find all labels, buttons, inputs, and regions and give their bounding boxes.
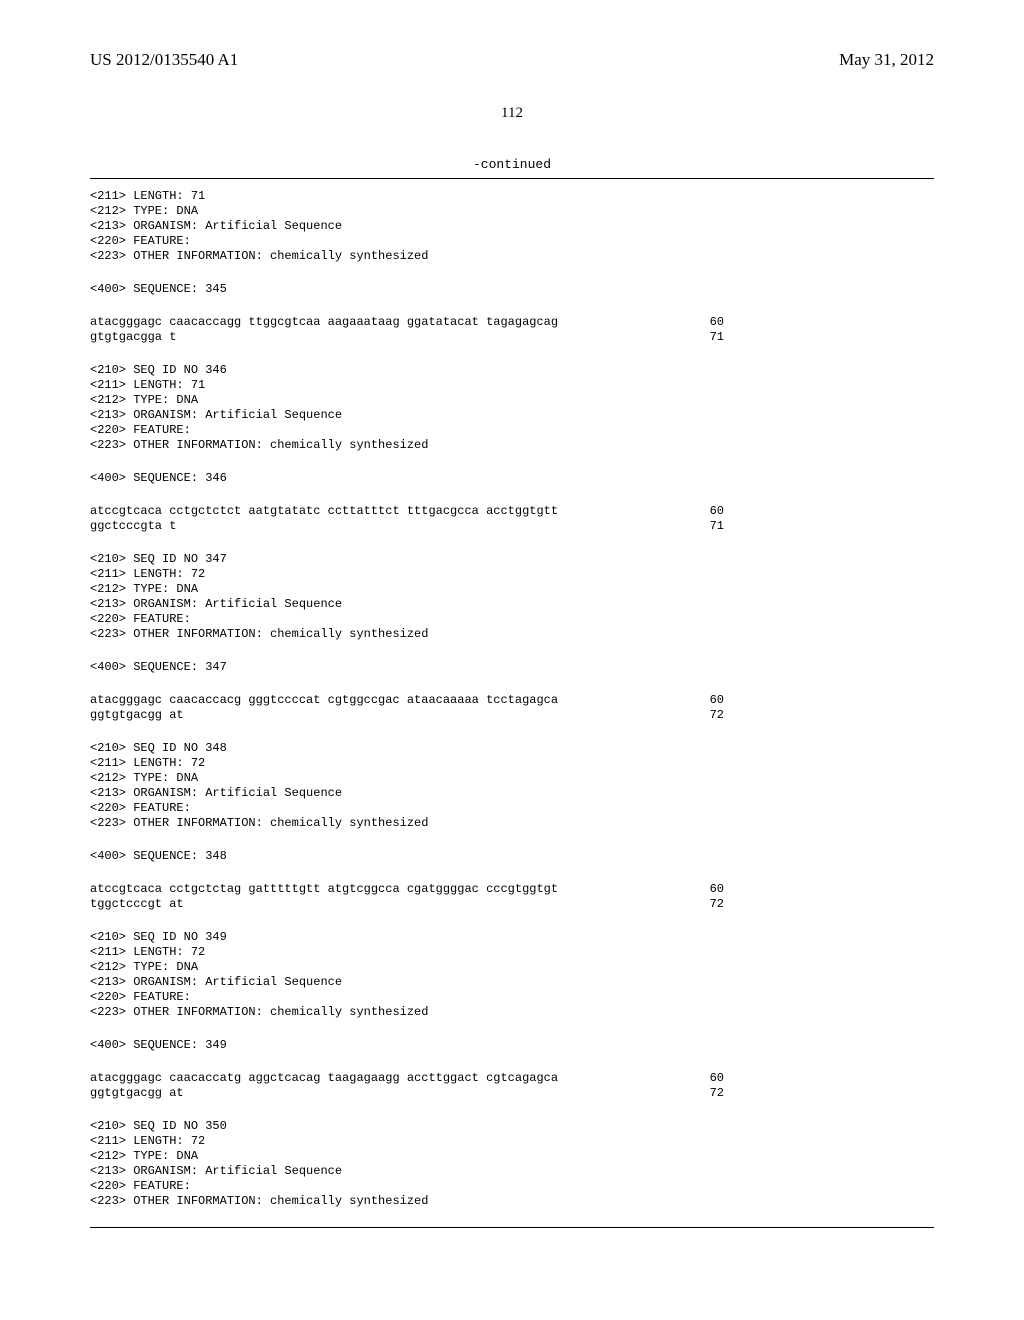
sequence-block: atacgggagc caacaccacg gggtccccat cgtggcc… [90, 693, 934, 723]
metadata-line: <212> TYPE: DNA [90, 204, 934, 219]
sequence-block: atacgggagc caacaccagg ttggcgtcaa aagaaat… [90, 315, 934, 345]
metadata-line: <223> OTHER INFORMATION: chemically synt… [90, 816, 934, 831]
metadata-line: <223> OTHER INFORMATION: chemically synt… [90, 438, 934, 453]
metadata-line: <211> LENGTH: 72 [90, 945, 934, 960]
sequence-line: atacgggagc caacaccatg aggctcacag taagaga… [90, 1071, 934, 1086]
metadata-line: <400> SEQUENCE: 349 [90, 1038, 934, 1053]
continued-label: -continued [90, 157, 934, 172]
sequence-text: ggtgtgacgg at [90, 1086, 184, 1101]
metadata-line: <210> SEQ ID NO 349 [90, 930, 934, 945]
sequence-position: 71 [684, 519, 934, 534]
sequence-text: atacgggagc caacaccacg gggtccccat cgtggcc… [90, 693, 558, 708]
sequence-line: atacgggagc caacaccacg gggtccccat cgtggcc… [90, 693, 934, 708]
sequence-position: 72 [684, 1086, 934, 1101]
metadata-line: <211> LENGTH: 71 [90, 378, 934, 393]
metadata-line: <210> SEQ ID NO 347 [90, 552, 934, 567]
sequence-block: atccgtcaca cctgctctct aatgtatatc ccttatt… [90, 504, 934, 534]
metadata-block: <210> SEQ ID NO 346<211> LENGTH: 71<212>… [90, 363, 934, 453]
metadata-line: <400> SEQUENCE: 345 [90, 282, 934, 297]
metadata-line: <210> SEQ ID NO 346 [90, 363, 934, 378]
sequence-text: atccgtcaca cctgctctag gatttttgtt atgtcgg… [90, 882, 558, 897]
metadata-line: <213> ORGANISM: Artificial Sequence [90, 597, 934, 612]
sequence-line: atccgtcaca cctgctctag gatttttgtt atgtcgg… [90, 882, 934, 897]
sequence-text: ggtgtgacgg at [90, 708, 184, 723]
metadata-line: <220> FEATURE: [90, 1179, 934, 1194]
metadata-line: <210> SEQ ID NO 350 [90, 1119, 934, 1134]
metadata-line: <212> TYPE: DNA [90, 1149, 934, 1164]
metadata-line: <223> OTHER INFORMATION: chemically synt… [90, 249, 934, 264]
sequence-line: atccgtcaca cctgctctct aatgtatatc ccttatt… [90, 504, 934, 519]
metadata-line: <223> OTHER INFORMATION: chemically synt… [90, 627, 934, 642]
sequence-listing: <211> LENGTH: 71<212> TYPE: DNA<213> ORG… [90, 189, 934, 1209]
page-header: US 2012/0135540 A1 May 31, 2012 [90, 50, 934, 70]
metadata-block: <400> SEQUENCE: 346 [90, 471, 934, 486]
metadata-line: <223> OTHER INFORMATION: chemically synt… [90, 1194, 934, 1209]
metadata-line: <213> ORGANISM: Artificial Sequence [90, 1164, 934, 1179]
sequence-line: gtgtgacgga t 71 [90, 330, 934, 345]
publication-number: US 2012/0135540 A1 [90, 50, 238, 70]
sequence-position: 60 [684, 693, 934, 708]
metadata-line: <400> SEQUENCE: 347 [90, 660, 934, 675]
bottom-rule [90, 1227, 934, 1228]
metadata-line: <220> FEATURE: [90, 423, 934, 438]
metadata-block: <210> SEQ ID NO 350<211> LENGTH: 72<212>… [90, 1119, 934, 1209]
metadata-block: <400> SEQUENCE: 348 [90, 849, 934, 864]
sequence-block: atacgggagc caacaccatg aggctcacag taagaga… [90, 1071, 934, 1101]
sequence-position: 60 [684, 882, 934, 897]
metadata-line: <210> SEQ ID NO 348 [90, 741, 934, 756]
sequence-text: atacgggagc caacaccatg aggctcacag taagaga… [90, 1071, 558, 1086]
metadata-line: <220> FEATURE: [90, 801, 934, 816]
metadata-block: <400> SEQUENCE: 345 [90, 282, 934, 297]
metadata-block: <400> SEQUENCE: 349 [90, 1038, 934, 1053]
sequence-line: atacgggagc caacaccagg ttggcgtcaa aagaaat… [90, 315, 934, 330]
metadata-block: <210> SEQ ID NO 347<211> LENGTH: 72<212>… [90, 552, 934, 642]
metadata-line: <400> SEQUENCE: 346 [90, 471, 934, 486]
metadata-line: <213> ORGANISM: Artificial Sequence [90, 786, 934, 801]
metadata-line: <213> ORGANISM: Artificial Sequence [90, 975, 934, 990]
sequence-line: ggtgtgacgg at 72 [90, 708, 934, 723]
page-number: 112 [90, 105, 934, 122]
metadata-line: <400> SEQUENCE: 348 [90, 849, 934, 864]
metadata-line: <211> LENGTH: 72 [90, 1134, 934, 1149]
metadata-line: <211> LENGTH: 72 [90, 756, 934, 771]
metadata-line: <213> ORGANISM: Artificial Sequence [90, 219, 934, 234]
sequence-text: tggctcccgt at [90, 897, 184, 912]
sequence-text: atccgtcaca cctgctctct aatgtatatc ccttatt… [90, 504, 558, 519]
metadata-line: <211> LENGTH: 71 [90, 189, 934, 204]
sequence-position: 60 [684, 1071, 934, 1086]
page-container: US 2012/0135540 A1 May 31, 2012 112 -con… [0, 0, 1024, 1320]
sequence-line: ggtgtgacgg at 72 [90, 1086, 934, 1101]
sequence-block: atccgtcaca cctgctctag gatttttgtt atgtcgg… [90, 882, 934, 912]
top-rule [90, 178, 934, 179]
sequence-line: tggctcccgt at 72 [90, 897, 934, 912]
sequence-position: 72 [684, 897, 934, 912]
metadata-block: <210> SEQ ID NO 349<211> LENGTH: 72<212>… [90, 930, 934, 1020]
sequence-position: 71 [684, 330, 934, 345]
metadata-block: <210> SEQ ID NO 348<211> LENGTH: 72<212>… [90, 741, 934, 831]
metadata-block: <211> LENGTH: 71<212> TYPE: DNA<213> ORG… [90, 189, 934, 264]
sequence-position: 60 [684, 315, 934, 330]
publication-date: May 31, 2012 [839, 50, 934, 70]
metadata-line: <211> LENGTH: 72 [90, 567, 934, 582]
metadata-line: <212> TYPE: DNA [90, 582, 934, 597]
sequence-text: gtgtgacgga t [90, 330, 176, 345]
metadata-line: <223> OTHER INFORMATION: chemically synt… [90, 1005, 934, 1020]
sequence-text: ggctcccgta t [90, 519, 176, 534]
metadata-line: <212> TYPE: DNA [90, 960, 934, 975]
metadata-line: <220> FEATURE: [90, 234, 934, 249]
sequence-text: atacgggagc caacaccagg ttggcgtcaa aagaaat… [90, 315, 558, 330]
sequence-position: 72 [684, 708, 934, 723]
metadata-line: <212> TYPE: DNA [90, 393, 934, 408]
metadata-line: <220> FEATURE: [90, 990, 934, 1005]
metadata-line: <220> FEATURE: [90, 612, 934, 627]
sequence-line: ggctcccgta t 71 [90, 519, 934, 534]
metadata-line: <213> ORGANISM: Artificial Sequence [90, 408, 934, 423]
metadata-block: <400> SEQUENCE: 347 [90, 660, 934, 675]
sequence-position: 60 [684, 504, 934, 519]
metadata-line: <212> TYPE: DNA [90, 771, 934, 786]
